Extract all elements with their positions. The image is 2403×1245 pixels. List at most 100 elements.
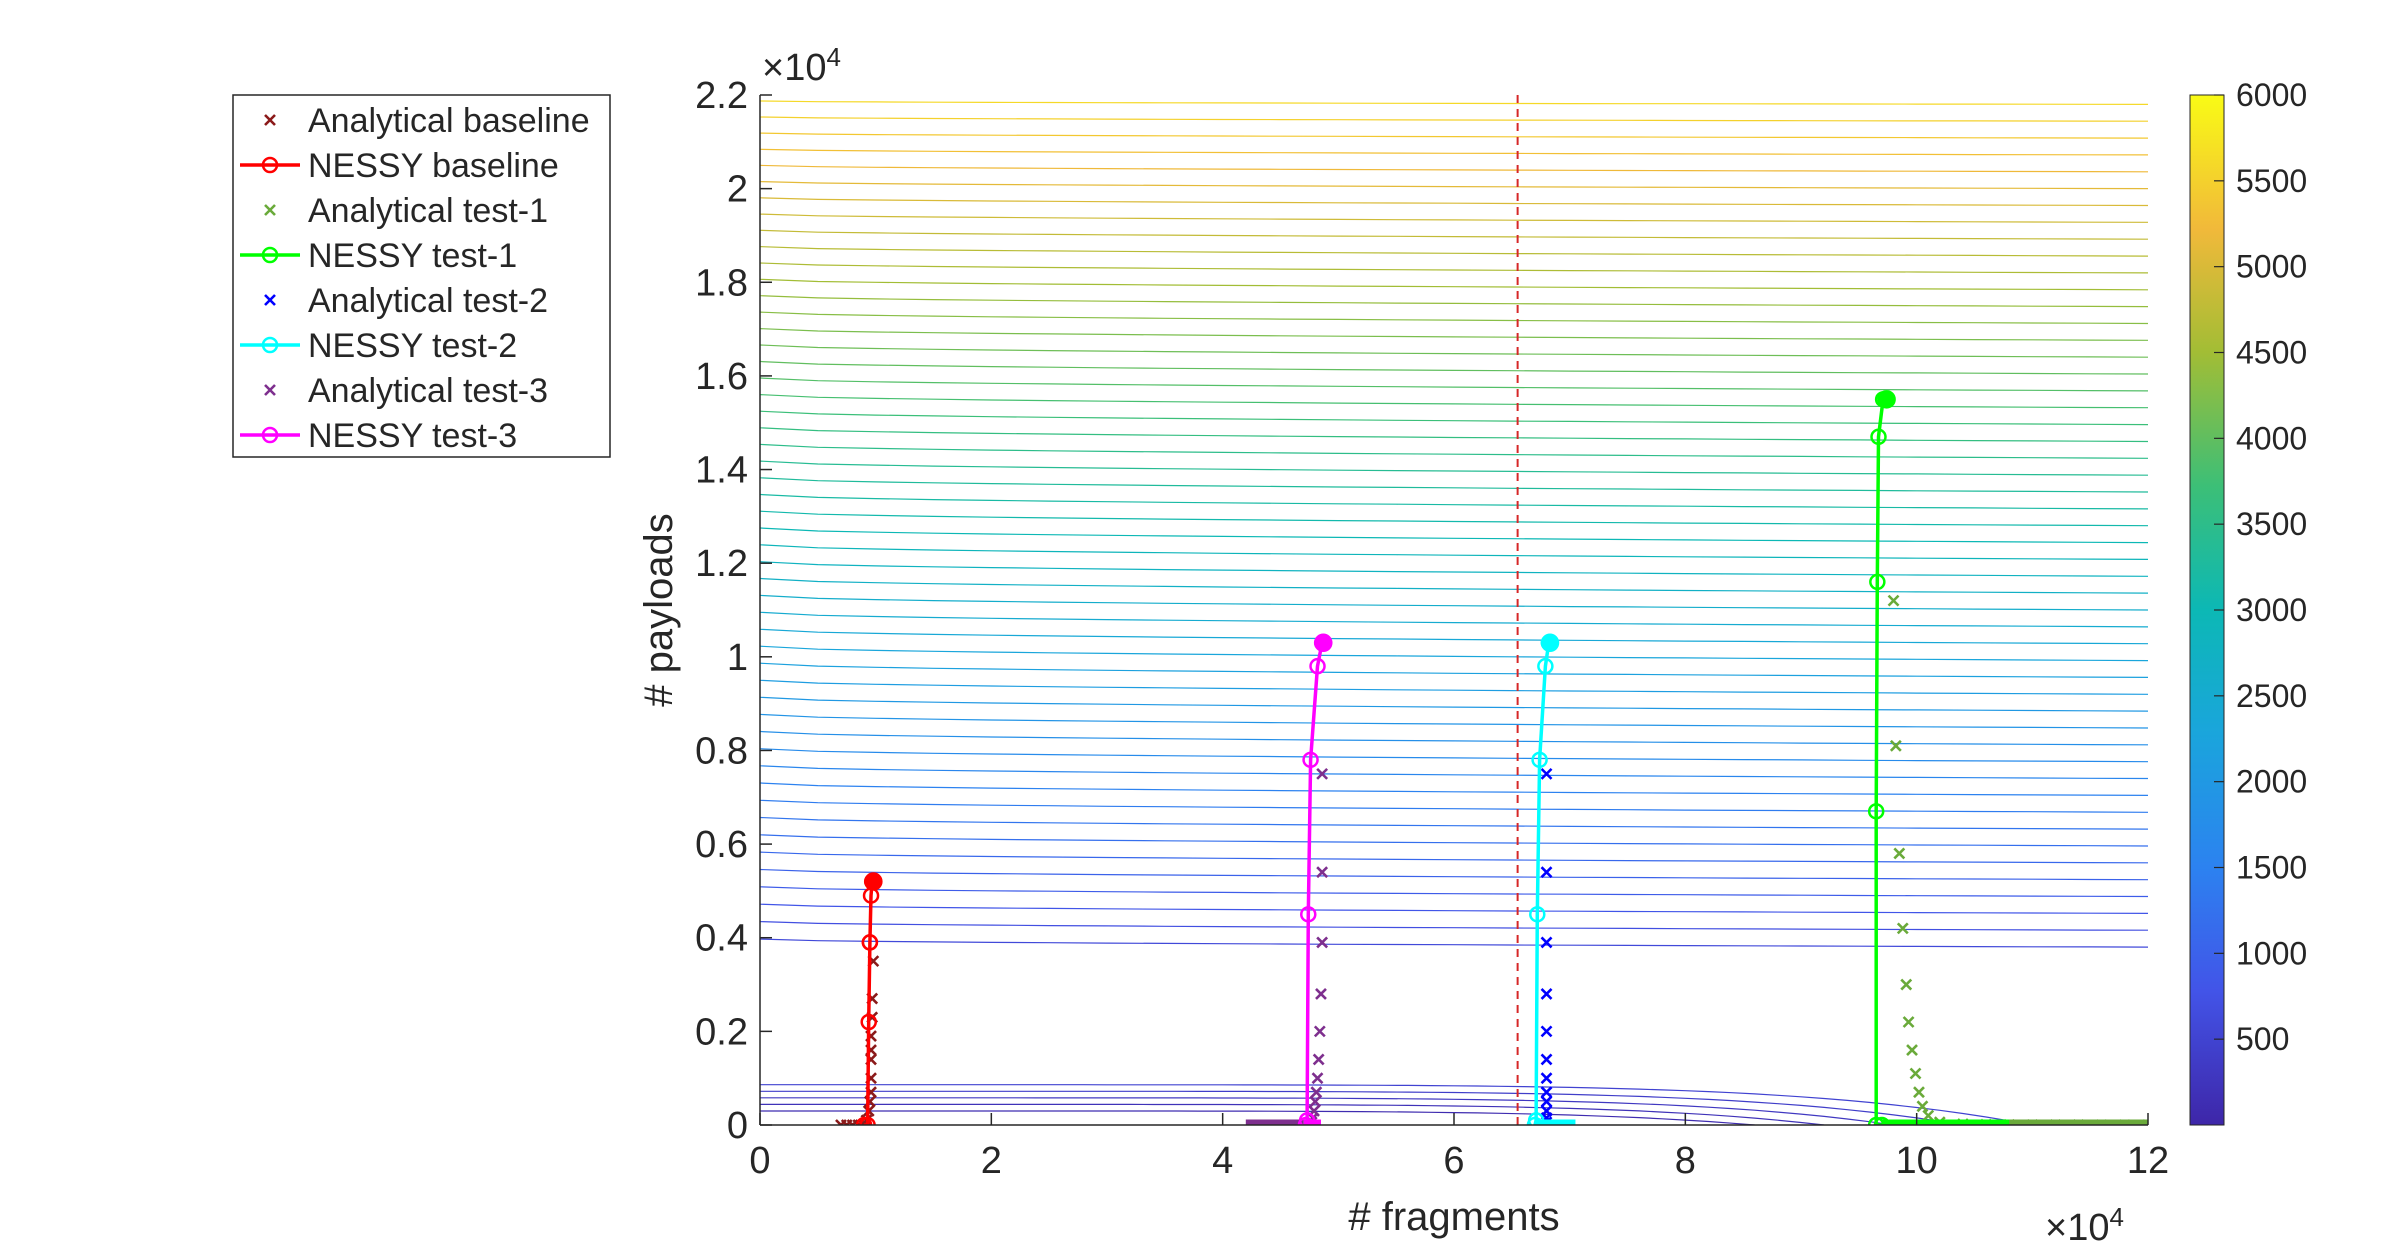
x-ticks: 0 2 4 6 8 10 12 <box>749 1113 2169 1182</box>
data-point <box>1877 390 1896 409</box>
data-point <box>1315 987 1327 1000</box>
data-point <box>1316 866 1329 879</box>
data-point <box>1540 1072 1553 1085</box>
data-point <box>1540 866 1553 879</box>
contour-line <box>760 921 2148 931</box>
legend-item: NESSY baseline <box>240 147 559 185</box>
data-point <box>1314 633 1333 653</box>
colorbar-ticks: 500 1000 1500 2000 2500 3000 3500 4000 4500 5000 5… <box>2214 77 2307 1057</box>
data-point <box>1309 657 1326 675</box>
data-point <box>1893 847 1906 860</box>
contour-line <box>760 645 2148 662</box>
data-point <box>1900 978 1913 991</box>
data-point <box>1887 594 1900 607</box>
data-point <box>1922 1109 1935 1122</box>
colorbar-tick-label: 6000 <box>2236 77 2307 113</box>
data-point <box>1316 767 1329 780</box>
x-exponent-base: ×10 <box>2045 1207 2109 1245</box>
data-point <box>861 934 879 951</box>
y-tick-label: 2.2 <box>695 75 748 117</box>
data-point <box>1540 1086 1553 1099</box>
contour-line <box>760 903 2148 914</box>
legend-item: Analytical baseline <box>264 102 590 140</box>
legend-label: Analytical baseline <box>308 102 590 140</box>
data-point <box>1309 1095 1322 1108</box>
contour-line <box>760 410 2148 426</box>
data-point <box>1540 1025 1553 1038</box>
contour-line <box>760 394 2148 409</box>
colorbar-tick-label: 5000 <box>2236 249 2307 285</box>
legend-label: NESSY test-2 <box>308 327 517 365</box>
contour-line <box>760 164 2148 173</box>
contour-line <box>760 344 2148 358</box>
x-axis-label: # fragments <box>1348 1195 1559 1239</box>
legend-item: NESSY test-3 <box>240 417 517 455</box>
data-point <box>1300 906 1317 923</box>
y-tick-label: 0.4 <box>695 918 748 960</box>
contour-line <box>760 1090 1963 1125</box>
data-point <box>1313 1025 1326 1038</box>
x-tick-label: 2 <box>981 1140 1002 1182</box>
series-nessy-test-2 <box>1526 633 1576 1125</box>
contour-line <box>760 181 2148 190</box>
data-point <box>1298 1112 1316 1125</box>
series-nessy-test-1 <box>1867 390 2010 1125</box>
contour-line <box>760 628 2148 645</box>
data-point <box>1873 1116 1891 1125</box>
data-point <box>1916 1100 1929 1113</box>
data-point <box>1297 1116 1315 1125</box>
contour-line <box>760 748 2148 763</box>
data-point <box>1527 1112 1545 1125</box>
legend-item: Analytical test-1 <box>264 192 548 230</box>
contour-line <box>760 594 2148 611</box>
contour-line <box>760 611 2148 628</box>
data-point <box>1867 803 1885 820</box>
y-tick-label: 0.6 <box>695 824 748 866</box>
legend-marker <box>264 294 276 306</box>
contour-line <box>760 938 2148 948</box>
y-tick-label: 0.2 <box>695 1011 748 1053</box>
data-point <box>860 1013 877 1031</box>
contour-line <box>760 782 2148 796</box>
data-point <box>1540 1053 1553 1066</box>
y-tick-label: 1.4 <box>695 450 748 492</box>
plot-background <box>760 95 2148 1125</box>
contour-line <box>760 577 2148 594</box>
contour-line <box>760 730 2148 746</box>
legend-label: NESSY test-1 <box>308 237 517 275</box>
contour-lines <box>760 100 2148 1125</box>
contour-line <box>760 213 2148 223</box>
data-point <box>859 1116 876 1125</box>
data-point <box>1540 633 1560 653</box>
contour-line <box>760 197 2148 207</box>
contour-line <box>760 477 2148 493</box>
y-tick-label: 2 <box>727 169 748 211</box>
data-point <box>2118 1119 2131 1125</box>
contour-line <box>760 427 2148 443</box>
colorbar-tick-label: 2500 <box>2236 678 2307 714</box>
contour-line <box>760 443 2148 459</box>
legend-label: Analytical test-3 <box>308 372 548 410</box>
data-point <box>864 872 883 891</box>
contour-line <box>760 377 2148 392</box>
colorbar-tick-label: 5500 <box>2236 163 2307 199</box>
contour-line <box>760 679 2148 695</box>
contour-line <box>760 229 2148 240</box>
contour-line <box>760 132 2148 139</box>
data-point <box>1311 1072 1324 1085</box>
x-tick-label: 4 <box>1212 1140 1233 1182</box>
contour-line <box>760 886 2148 898</box>
data-point <box>1869 573 1886 591</box>
contour-line <box>760 527 2148 544</box>
data-point <box>1302 751 1319 769</box>
y-tick-label: 1.6 <box>695 356 748 398</box>
x-exponent-power: 4 <box>2109 1202 2123 1232</box>
contour-line <box>760 510 2148 527</box>
x-tick-label: 12 <box>2127 1140 2169 1182</box>
contour-line <box>760 116 2148 122</box>
legend: Analytical baseline NESSY baseline Analyti… <box>232 94 611 458</box>
contour-line <box>760 1103 1825 1125</box>
y-tick-label: 0 <box>727 1105 748 1147</box>
legend-marker <box>264 384 276 396</box>
